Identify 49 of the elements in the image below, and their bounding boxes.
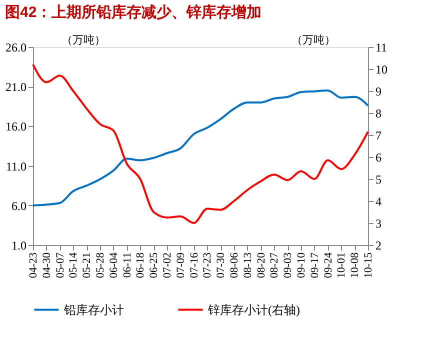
x-tick-label: 08-13: [242, 252, 254, 278]
y2-tick-label: 8: [376, 106, 382, 120]
y2-tick-label: 5: [376, 172, 382, 186]
line-series: [32, 64, 369, 224]
y-tick-label: 6.0: [12, 198, 26, 213]
y-tick-label: 11.0: [6, 159, 26, 174]
y2-tick-label: 10: [376, 62, 388, 76]
x-tick-label: 05-07: [54, 252, 66, 278]
y-tick-label: 21.0: [6, 80, 26, 94]
x-tick-label: 08-27: [268, 252, 281, 278]
y-tick-label: 16.0: [6, 120, 26, 134]
y2-tick-label: 7: [376, 128, 382, 142]
x-tick-label: 07-16: [188, 252, 200, 278]
y2-tick-label: 2: [376, 238, 382, 252]
x-tick-label: 10-08: [349, 252, 362, 278]
y-axis-title: （万吨）: [62, 34, 106, 46]
y-tick-label: 1.0: [12, 238, 26, 252]
x-tick-label: 09-17: [308, 252, 321, 278]
x-tick-label: 10-15: [362, 252, 374, 278]
y2-tick-label: 6: [376, 150, 382, 164]
legend-label: 铅库存小计: [63, 302, 124, 317]
x-tick-label: 08-06: [228, 252, 240, 278]
y2-tick-label: 3: [376, 216, 382, 230]
x-tick-label: 09-03: [282, 252, 294, 278]
x-tick-label: 05-21: [81, 252, 94, 278]
x-tick-label: 07-23: [202, 252, 214, 278]
x-tick-label: 05-28: [94, 252, 106, 278]
y2-axis-title: （万吨）: [292, 34, 336, 46]
y2-tick-label: 4: [376, 194, 382, 208]
x-tick-label: 06-11: [121, 252, 134, 278]
x-tick-label: 05-14: [68, 252, 80, 278]
y2-tick-label: 11: [376, 40, 388, 54]
x-tick-label: 07-09: [174, 252, 187, 278]
y2-tick-label: 9: [376, 84, 382, 98]
x-tick-label: 06-18: [134, 252, 147, 278]
chart-title: 图42：上期所铅库存减少、锌库存增加: [5, 3, 262, 21]
x-tick-label: 04-30: [40, 252, 53, 278]
line-series: [32, 90, 369, 206]
x-tick-label: 10-01: [336, 252, 348, 278]
x-tick-label: 04-23: [28, 252, 40, 278]
x-tick-label: 09-10: [296, 252, 308, 278]
x-tick-label: 07-02: [162, 252, 174, 278]
legend-label: 锌库存小计(右轴): [207, 302, 300, 317]
x-tick-label: 06-25: [148, 252, 160, 278]
x-tick-label: 08-20: [255, 252, 268, 278]
x-tick-label: 07-30: [215, 252, 228, 278]
x-tick-label: 09-24: [322, 252, 334, 278]
x-tick-label: 06-04: [108, 252, 120, 278]
y-tick-label: 26.0: [6, 40, 26, 54]
